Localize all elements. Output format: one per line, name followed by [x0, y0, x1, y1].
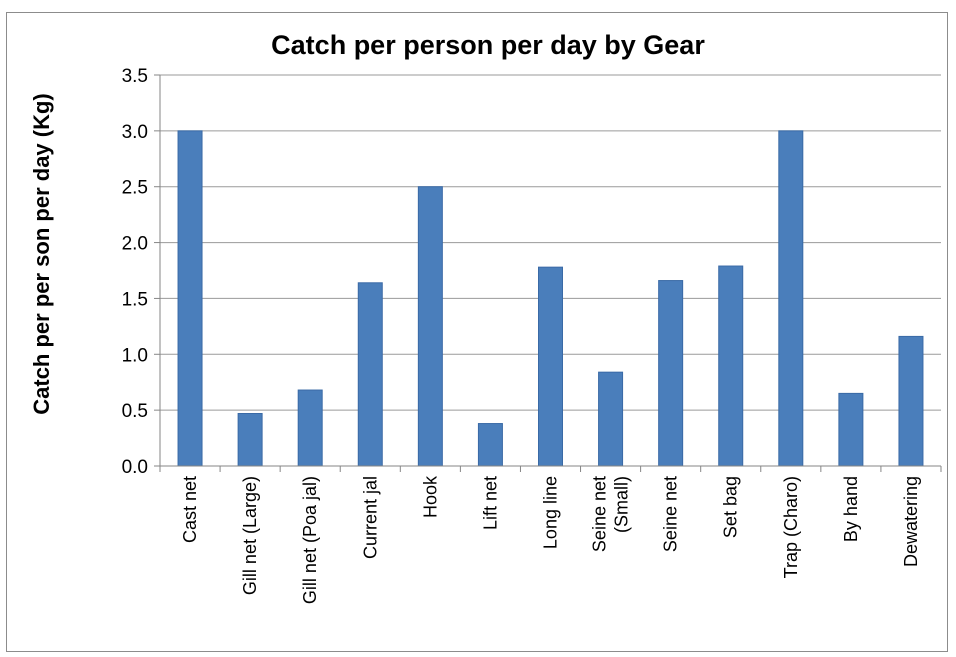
- bar: [898, 335, 924, 467]
- x-tick-label: Gill net (Large): [240, 476, 260, 595]
- y-tick-label: 0.0: [122, 457, 148, 478]
- x-tick-label: By hand: [841, 476, 861, 542]
- y-tick-label: 2.5: [122, 178, 148, 199]
- bar: [658, 280, 684, 467]
- bar: [718, 265, 744, 467]
- x-tick-label: Seine net: [661, 476, 681, 552]
- bar: [598, 371, 624, 467]
- x-tick-labels: Cast net Gill net (Large) Gill net (Poa ja…: [180, 475, 921, 604]
- x-tick-label: Cast net: [180, 476, 200, 543]
- x-tick-label: Lift net: [480, 476, 500, 530]
- bar: [477, 423, 503, 467]
- y-tick-label: 0.5: [122, 401, 148, 422]
- x-tick-label: Current jal: [360, 476, 380, 559]
- y-tick-label: 1.0: [122, 345, 148, 366]
- x-tick-label: (Small): [612, 476, 632, 533]
- axes: [159, 75, 942, 472]
- x-tick-label: Long line: [541, 476, 561, 549]
- y-axis-label: Catch per per son per day (Kg): [29, 93, 54, 415]
- bar: [237, 412, 263, 467]
- y-tick-labels: 0.0 0.5 1.0 1.5 2.0 2.5 3.0 3.5: [122, 66, 148, 478]
- x-tick-label: Gill net (Poa jal): [300, 476, 320, 604]
- x-tick-label: Seine net: [590, 476, 610, 552]
- x-tick-label: Trap (Charo): [781, 476, 801, 578]
- bar: [417, 186, 443, 467]
- chart-title: Catch per person per day by Gear: [271, 30, 705, 60]
- bars: [177, 130, 924, 467]
- y-tick-label: 1.5: [122, 289, 148, 310]
- bar: [778, 130, 804, 467]
- bar: [538, 266, 563, 467]
- x-tick-label: Set bag: [721, 476, 741, 538]
- bar: [297, 389, 323, 467]
- bar: [838, 392, 864, 467]
- y-tick-label: 2.0: [122, 234, 148, 255]
- x-tick-label: Dewatering: [901, 476, 921, 567]
- y-tick-label: 3.0: [122, 122, 148, 143]
- y-tick-label: 3.5: [122, 66, 148, 87]
- bar: [177, 130, 203, 467]
- x-tick-label: Hook: [420, 475, 440, 518]
- bar: [357, 282, 383, 467]
